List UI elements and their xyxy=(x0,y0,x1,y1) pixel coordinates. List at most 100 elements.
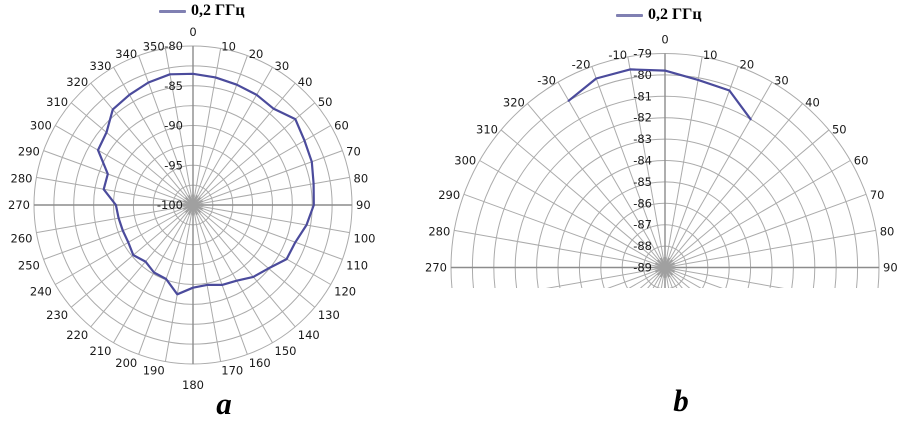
grid-spoke xyxy=(479,160,666,268)
angle-tick-label: 70 xyxy=(870,188,885,202)
angle-tick-label: 270 xyxy=(425,261,447,275)
trace-a xyxy=(96,72,315,296)
trace-b xyxy=(567,68,752,121)
grid-spoke xyxy=(55,204,194,285)
grid-spoke xyxy=(192,48,222,206)
grid-spoke xyxy=(664,56,703,268)
angle-tick-label: 320 xyxy=(66,75,88,89)
grid-spoke xyxy=(192,204,273,343)
grid-spoke xyxy=(192,204,222,362)
grid-spoke xyxy=(545,267,666,288)
grid-spoke xyxy=(500,129,666,268)
angle-tick-label: -30 xyxy=(537,74,556,88)
radial-tick-label: -87 xyxy=(633,218,652,232)
center-hub xyxy=(654,257,676,278)
radial-tick-label: -88 xyxy=(633,239,652,253)
legend-label: 0,2 ГГц xyxy=(648,6,702,23)
radial-tick-label: -80 xyxy=(164,39,183,53)
radial-tick-label: -90 xyxy=(164,119,183,133)
grid-spoke xyxy=(70,204,194,308)
grid-spoke xyxy=(90,82,194,206)
grid-spoke xyxy=(664,193,867,268)
grid-spoke xyxy=(36,176,194,206)
angle-tick-label: 60 xyxy=(334,119,349,133)
grid-spoke xyxy=(664,129,830,268)
angle-tick-label: 190 xyxy=(143,364,165,378)
grid-spoke xyxy=(138,55,194,206)
grid-spoke xyxy=(664,267,785,288)
angle-tick-label: 140 xyxy=(298,328,320,342)
angle-tick-label: 290 xyxy=(18,144,40,158)
angle-tick-label: 100 xyxy=(354,231,376,245)
angle-tick-label: 200 xyxy=(115,356,137,370)
grid-spoke xyxy=(192,204,343,260)
angle-tick-label: 80 xyxy=(880,225,895,239)
grid-spoke xyxy=(454,229,666,268)
angle-tick-label: 310 xyxy=(46,95,68,109)
grid-spoke xyxy=(192,204,296,328)
grid-spoke xyxy=(192,204,248,355)
angle-tick-label: 270 xyxy=(8,198,30,212)
angle-tick-label: 240 xyxy=(30,285,52,299)
chart-b: -79 -80 -81 -82 -83 -84 -85 -86 -87 -88 -89 0 10 20 30… xyxy=(425,33,898,288)
angle-tick-label: 170 xyxy=(221,364,243,378)
grid-spoke xyxy=(463,193,666,268)
angle-tick-label: 210 xyxy=(90,344,112,358)
angle-tick-label: 180 xyxy=(182,378,204,392)
grid-spoke xyxy=(192,55,248,206)
grid-spoke xyxy=(192,150,343,206)
grid-spoke xyxy=(664,267,673,288)
angle-tick-label: 20 xyxy=(249,47,264,61)
grid-spoke xyxy=(164,204,194,362)
grid-spoke xyxy=(628,267,666,288)
grid-spoke xyxy=(192,125,331,206)
grid-spoke xyxy=(192,67,273,206)
grid-spoke xyxy=(664,267,723,288)
grid-spoke xyxy=(43,204,194,260)
angle-tick-label: 290 xyxy=(438,188,460,202)
grid-spoke xyxy=(527,103,666,268)
radial-tick-label: -89 xyxy=(633,261,652,275)
grid-spoke xyxy=(557,81,666,268)
legend-line-swatch xyxy=(616,13,643,17)
grid-spoke xyxy=(113,67,194,206)
angle-tick-label: 50 xyxy=(832,122,847,136)
grid-spoke xyxy=(639,267,666,288)
grid-spoke xyxy=(192,204,350,234)
grid-spoke xyxy=(664,267,678,288)
grid-spoke xyxy=(664,66,739,268)
angle-tick-label: 10 xyxy=(221,39,236,53)
grid-spoke xyxy=(664,229,876,268)
radial-tick-label: -85 xyxy=(164,79,183,93)
grid-spoke xyxy=(664,267,670,288)
radial-tick-label: -84 xyxy=(633,154,652,168)
grid-spoke xyxy=(192,176,350,206)
angle-tick-label: 340 xyxy=(115,47,137,61)
radial-tick-label: -95 xyxy=(164,158,183,172)
angle-tick-label: 60 xyxy=(854,154,869,168)
legend-line-swatch xyxy=(159,9,186,13)
radial-tick-label: -80 xyxy=(633,68,652,82)
angle-tick-label: 320 xyxy=(503,96,525,110)
angle-tick-label: 0 xyxy=(661,33,668,47)
angle-tick-label: 70 xyxy=(346,144,361,158)
angle-tick-label: 30 xyxy=(275,59,290,73)
angle-tick-label: 20 xyxy=(740,58,755,72)
grid-spoke xyxy=(664,160,851,268)
angle-tick-label: 230 xyxy=(46,308,68,322)
angle-tick-label: 310 xyxy=(476,122,498,136)
radial-tick-label: -86 xyxy=(633,196,652,210)
chart-b-legend: 0,2 ГГц xyxy=(616,7,702,23)
angle-tick-label: -10 xyxy=(608,48,627,62)
clipped-grid xyxy=(450,53,880,288)
grid-spoke xyxy=(43,150,194,206)
chart-a-legend: 0,2 ГГц xyxy=(159,3,245,19)
angle-tick-label: 250 xyxy=(18,259,40,273)
angle-tick-label: 280 xyxy=(428,225,450,239)
grid-spoke xyxy=(664,103,803,268)
angle-tick-label: -20 xyxy=(572,58,591,72)
grid-spoke xyxy=(192,204,331,285)
angle-tick-label: 90 xyxy=(883,261,898,275)
